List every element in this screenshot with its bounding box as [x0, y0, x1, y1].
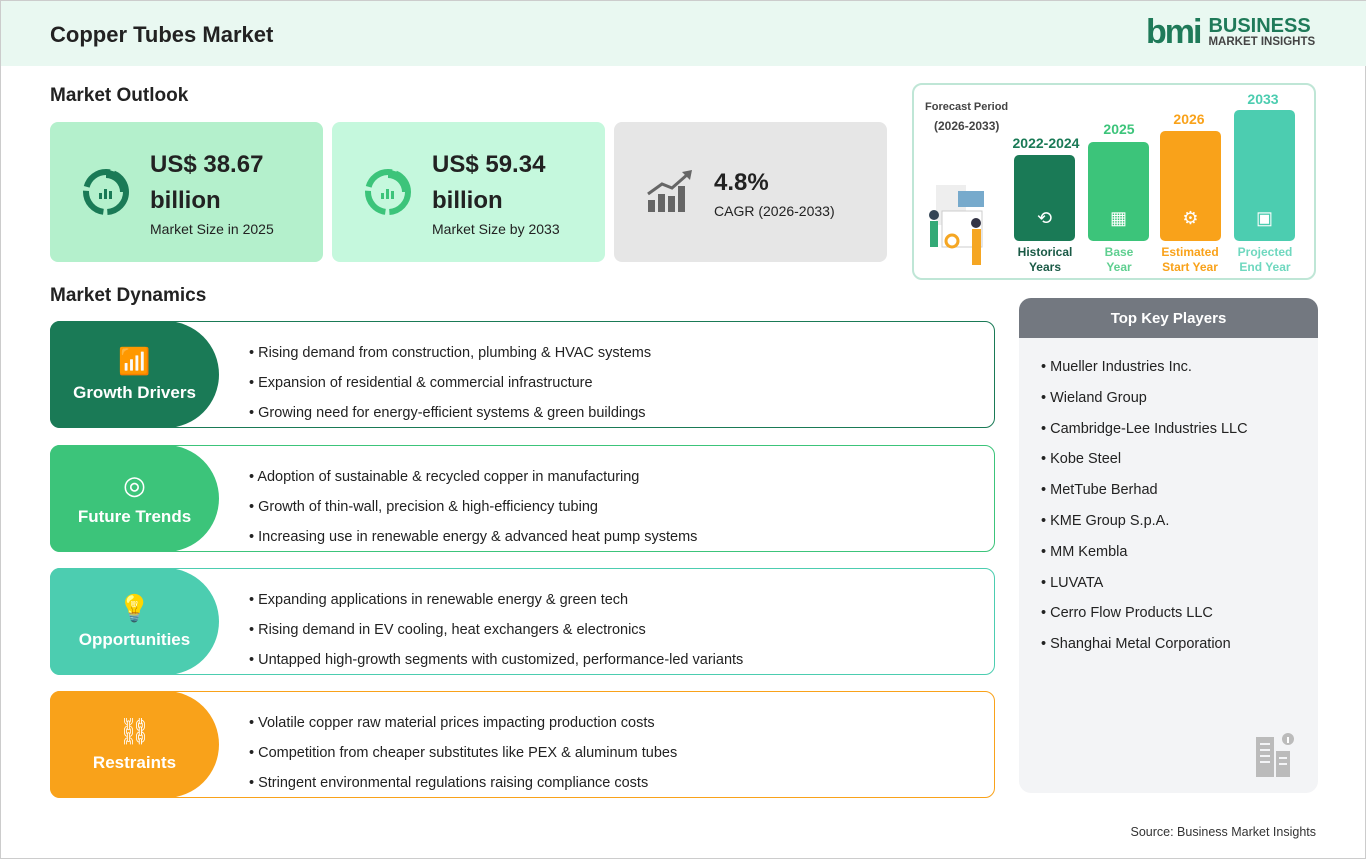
forecast-period-panel: Forecast Period (2026-2033) 2022-2024 ⟲ …: [912, 83, 1316, 280]
presentation-icon: ▣: [1255, 208, 1273, 228]
market-size-2025-card: US$ 38.67 billion Market Size in 2025: [50, 122, 323, 262]
logo-mark: bmi: [1146, 13, 1202, 51]
bar-projected: ▣: [1234, 110, 1295, 241]
logo-line1: BUSINESS: [1208, 14, 1311, 37]
market-outlook-heading: Market Outlook: [50, 85, 189, 106]
calendar-icon: ▦: [1109, 208, 1127, 228]
list-item: • Competition from cheaper substitutes l…: [249, 745, 678, 761]
market-size-value: US$ 38.67: [150, 151, 264, 178]
bar-chart-icon: 📶: [118, 346, 151, 376]
player-item: • Cerro Flow Products LLC: [1041, 605, 1213, 622]
cagr-value: 4.8%: [714, 169, 769, 196]
building-icon: [1256, 733, 1294, 777]
bar-year: 2026: [1173, 111, 1205, 127]
opportunities-section: 💡 Opportunities • Expanding applications …: [50, 568, 995, 675]
bar-caption: Base Year: [1104, 245, 1134, 274]
player-item: • Wieland Group: [1041, 389, 1147, 406]
market-size-value: US$ 59.34: [432, 151, 546, 178]
list-item: • Rising demand from construction, plumb…: [249, 345, 652, 361]
logo: bmi BUSINESS MARKET INSIGHTS: [1146, 15, 1315, 49]
bar-caption: Projected End Year: [1237, 245, 1293, 274]
list-item: • Rising demand in EV cooling, heat exch…: [249, 622, 646, 638]
market-size-label: Market Size in 2025: [150, 221, 274, 237]
list-item: • Expansion of residential & commercial …: [249, 375, 593, 391]
source-note: Source: Business Market Insights: [1130, 825, 1317, 839]
list-item: • Growing need for energy-efficient syst…: [249, 405, 646, 421]
list-item: • Increasing use in renewable energy & a…: [249, 529, 698, 545]
bar-historical: ⟲: [1014, 155, 1075, 241]
forecast-title: Forecast Period: [925, 101, 1009, 113]
logo-line2: MARKET INSIGHTS: [1208, 35, 1316, 48]
bar-base: ▦: [1088, 142, 1149, 241]
list-item: • Expanding applications in renewable en…: [249, 592, 629, 608]
future-trends-section: ◎ Future Trends • Adoption of sustainable…: [50, 445, 995, 552]
lightbulb-hand-icon: 💡: [118, 593, 151, 623]
growth-chart-icon: [647, 170, 692, 212]
player-item: • Mueller Industries Inc.: [1041, 359, 1192, 375]
players-heading: Top Key Players: [1019, 298, 1318, 338]
cagr-label: CAGR (2026-2033): [714, 203, 835, 219]
list-item: • Growth of thin-wall, precision & high-…: [249, 499, 598, 515]
bar-caption: Historical Years: [1017, 245, 1073, 274]
analysts-illustration: [929, 185, 984, 265]
market-size-unit: billion: [150, 187, 221, 214]
section-title: Opportunities: [78, 630, 191, 649]
bar-estimated: ⚙: [1160, 131, 1221, 241]
gear-monitor-icon: ⚙: [1182, 208, 1199, 228]
restraints-section: ⛓ Restraints • Volatile copper raw materi…: [50, 691, 995, 798]
broken-link-icon: ⛓: [117, 716, 151, 746]
top-key-players-panel: Top Key Players • Mueller Industries Inc…: [1019, 298, 1318, 793]
target-icon: ◎: [123, 470, 146, 500]
list-item: • Stringent environmental regulations ra…: [249, 775, 649, 791]
list-item: • Volatile copper raw material prices im…: [249, 715, 655, 731]
player-item: • Kobe Steel: [1041, 451, 1122, 468]
bar-year: 2025: [1103, 121, 1135, 137]
cagr-card: 4.8% CAGR (2026-2033): [614, 122, 887, 262]
header: Copper Tubes Market bmi BUSINESS MARKET …: [1, 1, 1366, 66]
market-size-label: Market Size by 2033: [432, 221, 560, 237]
player-item: • Cambridge-Lee Industries LLC: [1041, 420, 1248, 437]
bar-year: 2033: [1247, 91, 1279, 107]
growth-drivers-section: 📶 Growth Drivers • Rising demand from con…: [50, 321, 995, 428]
bar-year: 2022-2024: [1012, 135, 1080, 151]
market-dynamics-heading: Market Dynamics: [50, 285, 207, 306]
player-item: • Shanghai Metal Corporation: [1041, 636, 1231, 653]
market-size-2033-card: US$ 59.34 billion Market Size by 2033: [332, 122, 605, 262]
player-item: • KME Group S.p.A.: [1041, 512, 1170, 529]
player-item: • MM Kembla: [1041, 543, 1128, 560]
market-size-unit: billion: [432, 187, 503, 214]
history-icon: ⟲: [1036, 208, 1053, 228]
section-title: Restraints: [92, 753, 177, 772]
section-title: Future Trends: [77, 507, 192, 526]
player-item: • LUVATA: [1041, 574, 1104, 591]
donut-chart-icon: [83, 169, 129, 215]
list-item: • Untapped high-growth segments with cus…: [249, 652, 744, 668]
bar-caption: Estimated Start Year: [1161, 245, 1219, 274]
forecast-range: (2026-2033): [934, 119, 1000, 133]
section-title: Growth Drivers: [73, 383, 196, 402]
list-item: • Adoption of sustainable & recycled cop…: [249, 469, 640, 485]
donut-chart-icon: [365, 169, 411, 215]
page-title: Copper Tubes Market: [50, 22, 274, 47]
player-item: • MetTube Berhad: [1041, 482, 1158, 499]
